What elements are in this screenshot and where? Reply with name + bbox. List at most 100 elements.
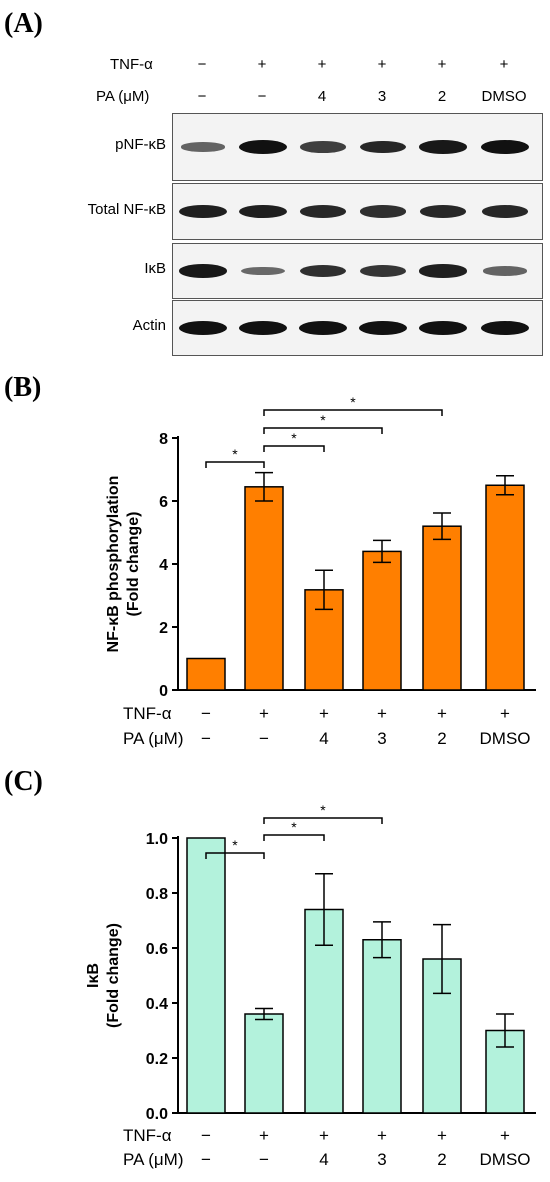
blot-band bbox=[359, 321, 407, 335]
blot-band bbox=[481, 140, 529, 154]
y-tick-label: 0.0 bbox=[146, 1106, 168, 1123]
pa-label: PA (μM) bbox=[123, 1150, 183, 1169]
blot-band bbox=[419, 264, 467, 278]
significance-star: * bbox=[350, 394, 356, 410]
tnf-value: + bbox=[319, 1126, 329, 1145]
bar bbox=[422, 525, 462, 691]
wb-tnf-value: + bbox=[437, 56, 447, 73]
y-axis-label: IκB bbox=[85, 963, 102, 988]
y-tick-label: 4 bbox=[159, 557, 168, 574]
tnf-label: TNF-α bbox=[123, 704, 172, 723]
pa-value: 4 bbox=[319, 729, 328, 748]
tnf-value: + bbox=[377, 704, 387, 723]
wb-tnf-label: TNF-α bbox=[110, 56, 153, 73]
blot-label: pNF-κB bbox=[115, 136, 166, 153]
y-axis-label-line2: (Fold change) bbox=[105, 923, 122, 1028]
blot-band bbox=[359, 140, 407, 154]
pa-value: − bbox=[201, 1150, 211, 1169]
blot-band bbox=[299, 321, 347, 335]
pa-value: 3 bbox=[377, 1150, 386, 1169]
bar bbox=[485, 1029, 525, 1114]
bar bbox=[186, 837, 226, 1114]
bar bbox=[186, 657, 226, 691]
blot-label: IκB bbox=[144, 260, 166, 277]
tnf-label: TNF-α bbox=[123, 1126, 172, 1145]
blot-band bbox=[299, 264, 347, 278]
wb-tnf-value: + bbox=[257, 56, 267, 73]
tnf-value: + bbox=[319, 704, 329, 723]
y-tick-label: 0.8 bbox=[146, 886, 168, 903]
wb-tnf-value: − bbox=[197, 56, 207, 73]
blot-band bbox=[239, 321, 287, 335]
wb-pa-label: PA (μM) bbox=[96, 88, 150, 105]
wb-pa-value: 2 bbox=[437, 88, 447, 105]
wb-pa-value: − bbox=[197, 88, 207, 105]
y-tick-label: 0.6 bbox=[146, 941, 168, 958]
blot-strip bbox=[172, 183, 543, 240]
pa-value: 3 bbox=[377, 729, 386, 748]
significance-star: * bbox=[320, 412, 326, 428]
y-tick-label: 0.4 bbox=[146, 996, 168, 1013]
significance-star: * bbox=[232, 837, 238, 853]
y-tick-label: 2 bbox=[159, 620, 168, 637]
pa-value: − bbox=[201, 729, 211, 748]
significance-bracket bbox=[263, 817, 383, 824]
panel-b-letter: (B) bbox=[4, 372, 42, 403]
pa-value: 2 bbox=[437, 1150, 446, 1169]
tnf-value: − bbox=[201, 1126, 211, 1145]
pa-value: − bbox=[259, 729, 269, 748]
blot-band bbox=[481, 321, 529, 335]
wb-pa-value: − bbox=[257, 88, 267, 105]
blot-band bbox=[299, 205, 347, 218]
blot-band bbox=[300, 141, 346, 153]
significance-bracket bbox=[263, 409, 443, 416]
bar bbox=[362, 550, 402, 691]
significance-bracket bbox=[263, 445, 325, 452]
y-tick-label: 0 bbox=[159, 683, 168, 700]
blot-label: Total NF-κB bbox=[87, 200, 166, 218]
pa-value: 4 bbox=[319, 1150, 328, 1169]
bar bbox=[244, 1013, 284, 1114]
panel-a-letter: (A) bbox=[4, 8, 43, 39]
blot-band bbox=[239, 204, 287, 219]
pa-label: PA (μM) bbox=[123, 729, 183, 748]
wb-pa-value: 4 bbox=[317, 88, 327, 105]
tnf-value: + bbox=[259, 704, 269, 723]
blot-band bbox=[419, 205, 467, 218]
blot-strip bbox=[172, 243, 543, 299]
y-tick-label: 0.2 bbox=[146, 1051, 168, 1068]
blot-band bbox=[179, 264, 227, 278]
bar bbox=[362, 939, 402, 1114]
significance-star: * bbox=[232, 446, 238, 462]
blot-strip bbox=[172, 300, 543, 356]
wb-pa-value: DMSO bbox=[481, 88, 527, 105]
blot-band bbox=[179, 321, 227, 335]
wb-tnf-value: + bbox=[317, 56, 327, 73]
wb-tnf-value: + bbox=[377, 56, 387, 73]
panel-c-letter: (C) bbox=[4, 766, 43, 797]
significance-star: * bbox=[320, 802, 326, 818]
significance-bracket bbox=[263, 834, 325, 841]
pa-value: DMSO bbox=[480, 729, 531, 748]
blot-band bbox=[360, 265, 406, 277]
significance-star: * bbox=[291, 819, 297, 835]
tnf-value: + bbox=[500, 704, 510, 723]
significance-bracket bbox=[205, 461, 265, 468]
blot-band bbox=[481, 205, 529, 218]
tnf-value: + bbox=[377, 1126, 387, 1145]
pa-value: − bbox=[259, 1150, 269, 1169]
blot-band bbox=[483, 266, 527, 276]
bar bbox=[485, 484, 525, 691]
wb-tnf-value: + bbox=[499, 56, 509, 73]
blot-band bbox=[359, 205, 407, 218]
tnf-value: + bbox=[437, 704, 447, 723]
y-tick-label: 1.0 bbox=[146, 831, 168, 848]
y-tick-label: 8 bbox=[159, 431, 168, 448]
tnf-value: + bbox=[259, 1126, 269, 1145]
blot-band bbox=[179, 204, 227, 219]
tnf-value: + bbox=[500, 1126, 510, 1145]
blot-band bbox=[239, 140, 287, 154]
wb-pa-value: 3 bbox=[377, 88, 387, 105]
